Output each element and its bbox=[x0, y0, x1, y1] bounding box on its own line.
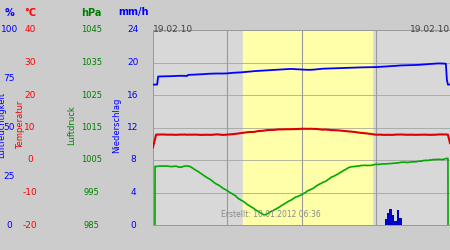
Text: %: % bbox=[4, 8, 14, 18]
Text: 75: 75 bbox=[4, 74, 15, 83]
Text: 100: 100 bbox=[0, 26, 18, 35]
Text: 1005: 1005 bbox=[81, 156, 102, 164]
Text: 19.02.10: 19.02.10 bbox=[153, 25, 193, 34]
Text: Niederschlag: Niederschlag bbox=[112, 97, 121, 153]
Bar bbox=[390, 209, 392, 225]
Text: 40: 40 bbox=[24, 26, 36, 35]
Text: 4: 4 bbox=[130, 188, 136, 197]
Bar bbox=[392, 215, 394, 225]
Text: 1045: 1045 bbox=[81, 26, 102, 35]
Text: 12: 12 bbox=[127, 123, 139, 132]
Text: Luftdruck: Luftdruck bbox=[68, 105, 76, 145]
Text: 0: 0 bbox=[130, 220, 136, 230]
Text: 1015: 1015 bbox=[81, 123, 102, 132]
Bar bbox=[385, 218, 387, 225]
Text: 30: 30 bbox=[24, 58, 36, 67]
Text: 1025: 1025 bbox=[81, 90, 102, 100]
Text: 10: 10 bbox=[24, 123, 36, 132]
Text: 19.02.10: 19.02.10 bbox=[410, 25, 450, 34]
Bar bbox=[387, 213, 389, 225]
Text: 0: 0 bbox=[6, 220, 12, 230]
Text: 20: 20 bbox=[127, 58, 139, 67]
Text: 25: 25 bbox=[4, 172, 15, 181]
Text: mm/h: mm/h bbox=[118, 8, 148, 18]
Text: -10: -10 bbox=[22, 188, 37, 197]
Text: 8: 8 bbox=[130, 156, 136, 164]
Bar bbox=[243, 30, 372, 225]
Text: 16: 16 bbox=[127, 90, 139, 100]
Text: 50: 50 bbox=[4, 123, 15, 132]
Text: Erstellt: 10.01.2012 06:36: Erstellt: 10.01.2012 06:36 bbox=[221, 210, 321, 220]
Text: °C: °C bbox=[24, 8, 36, 18]
Text: hPa: hPa bbox=[81, 8, 102, 18]
Text: 995: 995 bbox=[84, 188, 100, 197]
Text: 985: 985 bbox=[84, 220, 100, 230]
Text: 24: 24 bbox=[127, 26, 139, 35]
Text: 0: 0 bbox=[27, 156, 33, 164]
Text: Temperatur: Temperatur bbox=[16, 101, 25, 149]
Bar bbox=[395, 221, 396, 225]
Bar bbox=[397, 210, 399, 225]
Text: Luftfeuchtigkeit: Luftfeuchtigkeit bbox=[0, 92, 6, 158]
Bar bbox=[400, 218, 401, 225]
Text: 20: 20 bbox=[24, 90, 36, 100]
Text: -20: -20 bbox=[22, 220, 37, 230]
Text: 1035: 1035 bbox=[81, 58, 102, 67]
